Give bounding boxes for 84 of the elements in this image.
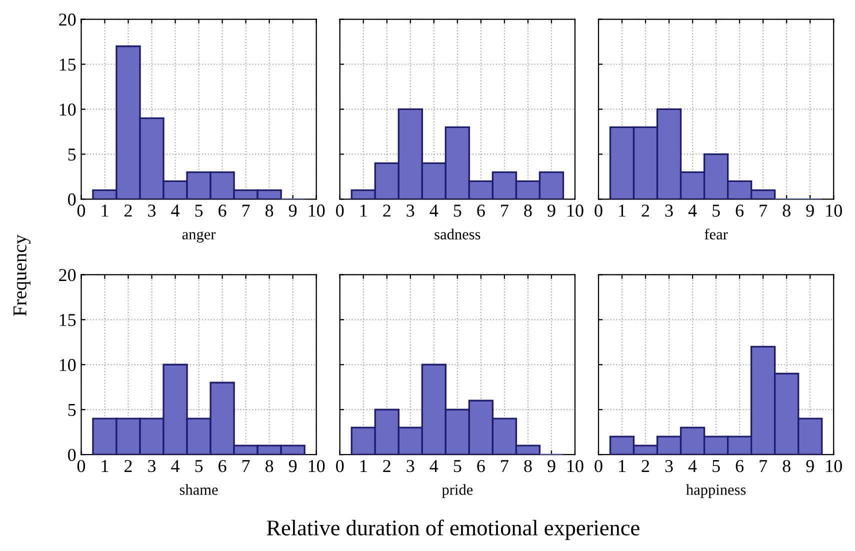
x-tick-label: 4	[688, 460, 697, 472]
x-tick-label: 6	[736, 204, 744, 217]
x-tick-label: 8	[266, 460, 274, 472]
x-tick-label: 3	[665, 204, 673, 217]
x-tick-label: 1	[619, 460, 626, 472]
x-tick-label: 2	[383, 460, 390, 472]
x-tick-label: 8	[524, 204, 532, 217]
x-axis-title: shame	[180, 484, 218, 495]
x-tick-label: 5	[712, 204, 720, 217]
x-tick-label: 7	[760, 204, 768, 217]
x-tick-label: 2	[642, 460, 650, 472]
x-tick-label: 2	[642, 204, 650, 217]
x-tick-label: 0	[594, 460, 602, 472]
y-tick-label: 20	[59, 268, 76, 282]
x-tick-label: 3	[406, 204, 414, 217]
x-tick-label: 5	[454, 460, 462, 472]
x-tick-label: 8	[266, 204, 274, 217]
x-tick-label: 9	[288, 204, 297, 217]
x-tick-label: 4	[430, 204, 438, 217]
x-tick-label: 6	[218, 204, 226, 217]
x-tick-label: 10	[568, 460, 584, 472]
x-tick-label: 8	[782, 460, 790, 472]
x-tick-label: 9	[548, 460, 556, 472]
x-tick-label: 9	[806, 204, 814, 217]
x-tick-label: 1	[619, 204, 626, 217]
x-tick-label: 10	[826, 204, 842, 217]
y-axis-title: Frequency	[14, 234, 30, 316]
x-tick-label: 5	[454, 204, 462, 217]
x-tick-label: 10	[826, 460, 842, 472]
x-tick-label: 9	[288, 460, 297, 472]
x-tick-label: 4	[171, 460, 180, 472]
x-tick-label: 3	[406, 460, 414, 472]
x-tick-label: 5	[712, 460, 720, 472]
x-tick-label: 7	[760, 460, 768, 472]
y-tick-label: 15	[60, 58, 76, 71]
x-tick-label: 4	[688, 204, 697, 217]
x-tick-label: 9	[548, 204, 556, 217]
x-tick-label: 7	[242, 204, 250, 217]
x-tick-label: 2	[124, 460, 132, 472]
x-tick-label: 10	[568, 204, 584, 217]
x-tick-label: 3	[665, 460, 673, 472]
x-tick-label: 10	[308, 460, 325, 472]
y-tick-label: 0	[68, 448, 76, 462]
x-tick-label: 0	[336, 460, 344, 472]
y-tick-label: 15	[60, 314, 76, 326]
x-tick-label: 3	[148, 204, 156, 217]
x-axis-title: fear	[704, 228, 728, 240]
y-tick-label: 5	[68, 148, 76, 161]
x-tick-label: 4	[430, 460, 438, 472]
x-tick-label: 10	[308, 204, 325, 217]
x-tick-label: 9	[806, 460, 814, 472]
x-axis-title: pride	[442, 484, 473, 498]
x-tick-label: 5	[195, 460, 203, 472]
x-tick-label: 6	[477, 204, 485, 217]
x-tick-label: 3	[148, 460, 156, 472]
x-tick-label: 6	[218, 460, 226, 472]
x-tick-label: 8	[782, 204, 790, 217]
x-tick-label: 1	[102, 460, 108, 472]
x-tick-label: 4	[171, 204, 180, 217]
x-axis-title: anger	[182, 231, 216, 243]
x-tick-label: 6	[477, 460, 485, 472]
x-tick-label: 0	[336, 204, 344, 217]
y-tick-label: 5	[68, 404, 76, 416]
x-tick-label: 2	[124, 204, 132, 217]
x-tick-label: 7	[501, 204, 508, 217]
x-tick-label: 1	[360, 460, 367, 472]
y-tick-label: 10	[60, 103, 76, 116]
x-tick-label: 7	[501, 460, 508, 472]
y-tick-label: 10	[60, 358, 76, 372]
x-axis-title: sadness	[434, 228, 480, 240]
y-tick-label: 20	[59, 14, 76, 26]
x-tick-label: 0	[594, 204, 602, 217]
x-tick-label: 8	[524, 460, 532, 472]
x-tick-label: 1	[102, 204, 108, 217]
y-tick-label: 0	[68, 193, 76, 206]
x-tick-label: 5	[195, 204, 203, 217]
x-tick-label: 6	[736, 460, 744, 472]
text: Relative duration of emotional experience	[266, 520, 640, 540]
x-tick-label: 0	[77, 204, 86, 217]
x-tick-label: 0	[77, 460, 86, 472]
x-axis-title: happiness	[686, 484, 746, 498]
x-tick-label: 2	[383, 204, 390, 217]
x-tick-label: 7	[242, 460, 250, 472]
x-tick-label: 1	[360, 204, 367, 217]
